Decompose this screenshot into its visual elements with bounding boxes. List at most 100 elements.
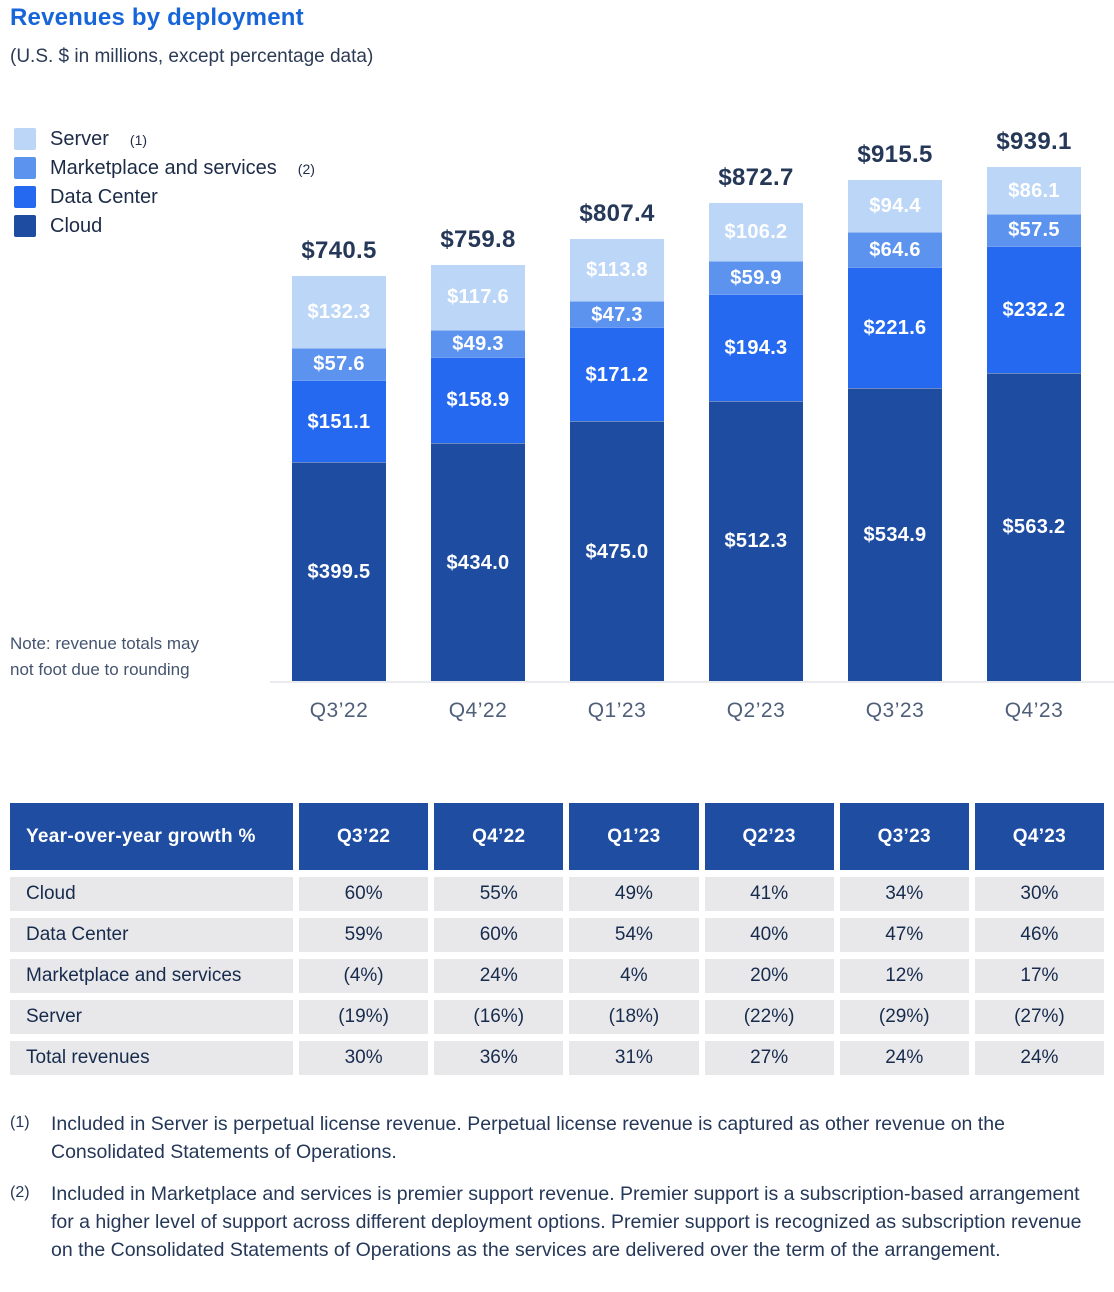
table-row-label-total-revenues: Total revenues [10,1041,293,1075]
x-axis-label-q1-23: Q1’23 [587,699,647,722]
table-cell-marketplace-and-services-q3-22: (4%) [299,959,429,993]
bar-segment-server: $117.6 [431,265,525,330]
bar-segment-server: $94.4 [848,179,942,232]
table-cell-cloud-q2-23: 41% [704,877,834,911]
bar-q3-22: $132.3 $57.6 $151.1 $399.5 [292,275,386,681]
table-cell-marketplace-and-services-q4-23: 17% [974,959,1104,993]
table-row-label-data-center: Data Center [10,918,293,952]
table-header-q2-23: Q2’23 [704,803,834,870]
bar-segment-datacenter: $194.3 [709,294,803,401]
table-header-q4-22: Q4’22 [434,803,564,870]
bar-segment-datacenter: $232.2 [987,245,1081,373]
legend-label-marketplace: Marketplace and services [50,156,277,179]
bar-segment-cloud: $399.5 [292,462,386,681]
table-cell-server-q2-23: (22%) [704,1000,834,1034]
bar-total-label: $915.5 [857,140,933,168]
legend-item-datacenter: Data Center [14,186,315,208]
datacenter-swatch-icon [14,186,36,208]
table-cell-server-q4-22: (16%) [434,1000,564,1034]
bar-segment-cloud: $475.0 [570,421,664,681]
table-cell-cloud-q4-22: 55% [434,877,564,911]
bar-segment-marketplace: $59.9 [709,261,803,295]
table-header-q1-23: Q1’23 [569,803,699,870]
bar-total-label: $872.7 [718,164,794,192]
bar-total-label: $759.8 [440,226,516,254]
footnote-text-2: Included in Marketplace and services is … [51,1182,1082,1262]
x-axis-label-q3-22: Q3’22 [309,699,369,722]
table-cell-cloud-q4-23: 30% [974,877,1104,911]
bar-segment-datacenter: $171.2 [570,327,664,422]
table-cell-total-revenues-q4-23: 24% [974,1041,1104,1075]
bar-segment-server: $86.1 [987,167,1081,215]
table-cell-data-center-q4-23: 46% [974,918,1104,952]
legend-footnote-ref-server: (1) [129,132,148,148]
table-cell-data-center-q2-23: 40% [704,918,834,952]
bar-segment-server: $132.3 [292,275,386,349]
page-subtitle: (U.S. $ in millions, except percentage d… [10,46,374,67]
table-cell-total-revenues-q1-23: 31% [569,1041,699,1075]
bar-total-label: $939.1 [996,128,1072,156]
bar-segment-cloud: $434.0 [431,443,525,681]
table-cell-server-q3-22: (19%) [299,1000,429,1034]
bar-q4-22: $117.6 $49.3 $158.9 $434.0 [431,265,525,681]
bar-segment-server: $106.2 [709,203,803,262]
table-cell-total-revenues-q3-23: 24% [839,1041,969,1075]
bar-total-label: $740.5 [301,236,377,264]
table-row-label-cloud: Cloud [10,877,293,911]
bar-segment-cloud: $512.3 [709,400,803,681]
footnote-marker-2: (2) [10,1183,30,1201]
legend-item-cloud: Cloud [14,215,315,237]
table-header-title: Year-over-year growth % [10,803,293,870]
table-cell-data-center-q1-23: 54% [569,918,699,952]
table-cell-cloud-q1-23: 49% [569,877,699,911]
table-cell-total-revenues-q2-23: 27% [704,1041,834,1075]
x-axis-label-q4-23: Q4’23 [1004,699,1064,722]
x-axis-line [270,681,1114,683]
rounding-note: Note: revenue totals may not foot due to… [10,634,199,680]
table-cell-data-center-q4-22: 60% [434,918,564,952]
bar-segment-marketplace: $49.3 [431,329,525,357]
bar-segment-cloud: $534.9 [848,388,942,681]
bar-segment-marketplace: $57.6 [292,348,386,380]
page-title: Revenues by deployment [10,4,304,31]
bar-segment-marketplace: $47.3 [570,301,664,328]
marketplace-swatch-icon [14,157,36,179]
table-cell-cloud-q3-23: 34% [839,877,969,911]
table-cell-data-center-q3-23: 47% [839,918,969,952]
table-cell-server-q1-23: (18%) [569,1000,699,1034]
footnote-2: (2) Included in Marketplace and services … [10,1180,1092,1265]
x-axis-label-q2-23: Q2’23 [726,699,786,722]
x-axis-label-q4-22: Q4’22 [448,699,508,722]
yoy-table: Year-over-year growth % Q3’22 Q4’22 Q1’23 Q2… [10,803,1104,1075]
table-cell-total-revenues-q3-22: 30% [299,1041,429,1075]
server-swatch-icon [14,128,36,150]
bar-q1-23: $113.8 $47.3 $171.2 $475.0 [570,239,664,681]
table-cell-marketplace-and-services-q1-23: 4% [569,959,699,993]
table-cell-server-q4-23: (27%) [974,1000,1104,1034]
table-cell-total-revenues-q4-22: 36% [434,1041,564,1075]
bar-segment-datacenter: $158.9 [431,356,525,444]
legend-item-marketplace: Marketplace and services (2) [14,157,315,179]
bar-segment-datacenter: $221.6 [848,266,942,389]
table-cell-marketplace-and-services-q4-22: 24% [434,959,564,993]
cloud-swatch-icon [14,215,36,237]
table-cell-marketplace-and-services-q2-23: 20% [704,959,834,993]
bar-total-label: $807.4 [579,200,655,228]
table-row-label-marketplace-and-services: Marketplace and services [10,959,293,993]
footnote-text-1: Included in Server is perpetual license … [51,1113,1005,1164]
table-cell-cloud-q3-22: 60% [299,877,429,911]
footnotes: (1) Included in Server is perpetual licen… [10,1110,1092,1264]
legend-label-datacenter: Data Center [50,185,158,208]
bar-segment-datacenter: $151.1 [292,379,386,463]
legend-label-cloud: Cloud [50,214,103,237]
bar-segment-cloud: $563.2 [987,372,1081,681]
x-axis-label-q3-23: Q3’23 [865,699,925,722]
footnote-marker-1: (1) [10,1114,30,1131]
table-header-q3-23: Q3’23 [839,803,969,870]
footnote-1: (1) Included in Server is perpetual licen… [10,1110,1092,1167]
bar-segment-marketplace: $64.6 [848,231,942,267]
table-cell-server-q3-23: (29%) [839,1000,969,1034]
table-header-q4-23: Q4’23 [974,803,1104,870]
legend-label-server: Server [50,127,109,150]
